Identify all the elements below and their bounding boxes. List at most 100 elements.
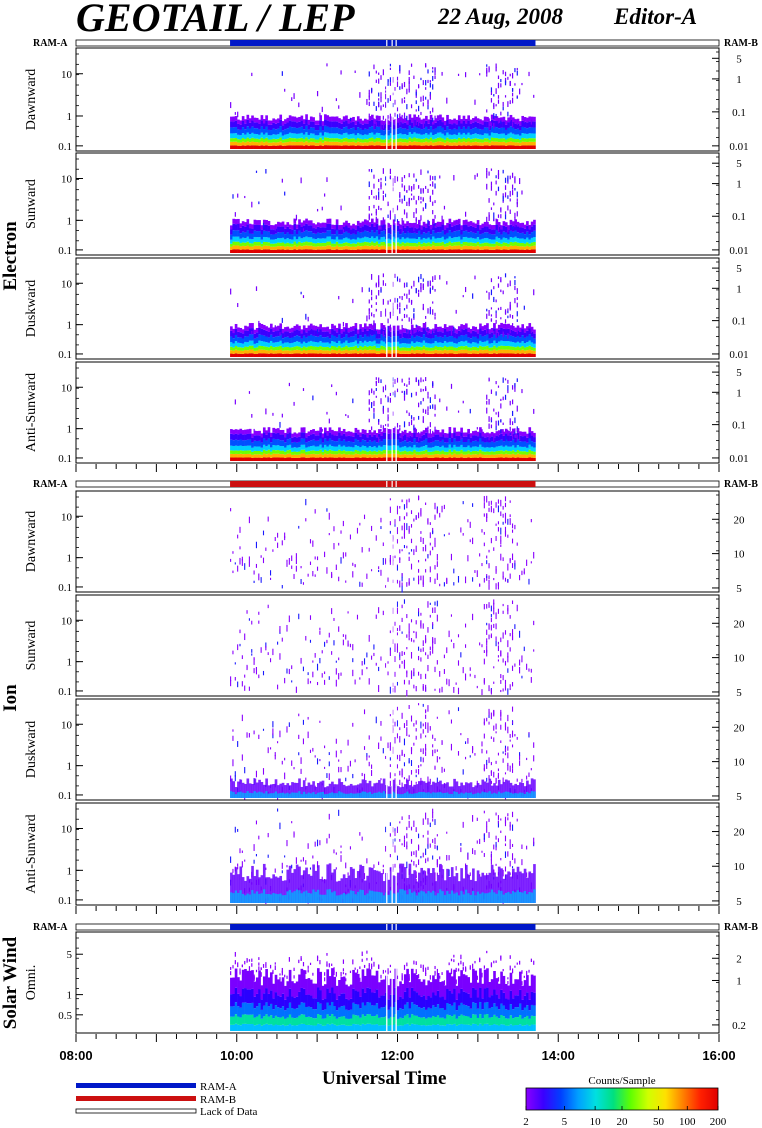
flux-band <box>396 450 400 454</box>
flux-point <box>410 415 413 419</box>
flux-band <box>481 451 485 455</box>
flux-band <box>309 145 313 149</box>
flux-band <box>502 242 506 246</box>
flux-band <box>439 336 442 343</box>
flux-point <box>371 388 373 394</box>
flux-band <box>455 347 459 351</box>
flux-band <box>232 343 236 348</box>
flux-point <box>509 304 511 310</box>
flux-point <box>450 329 453 336</box>
flux-band <box>387 227 391 234</box>
flux-band <box>232 454 236 458</box>
flux-band <box>326 245 330 250</box>
flux-band <box>251 334 254 341</box>
flux-band <box>291 234 294 240</box>
flux-band <box>335 141 339 146</box>
flux-band <box>406 245 409 250</box>
flux-band <box>509 249 513 253</box>
flux-band <box>335 241 339 246</box>
flux-band <box>309 450 313 455</box>
flux-band <box>279 226 283 233</box>
flux-band <box>244 142 247 146</box>
flux-band <box>530 457 534 461</box>
flux-point <box>514 83 516 86</box>
flux-band <box>347 347 351 351</box>
flux-band <box>293 436 297 442</box>
flux-band <box>462 237 466 243</box>
flux-band <box>260 345 264 350</box>
flux-band <box>396 439 400 446</box>
flux-band <box>378 457 381 461</box>
flux-point <box>420 188 422 193</box>
flux-band <box>291 350 294 354</box>
flux-band <box>373 440 377 447</box>
flux-band <box>401 451 405 455</box>
flux-band <box>277 145 280 149</box>
flux-point <box>258 201 260 205</box>
flux-band <box>523 347 527 351</box>
flux-band <box>361 135 365 140</box>
flux-point <box>241 556 243 561</box>
flux-band <box>504 341 508 347</box>
flux-band <box>260 437 264 443</box>
flux-band <box>509 241 513 246</box>
flux-band <box>493 442 496 448</box>
flux-band <box>277 118 280 123</box>
flux-band <box>488 125 492 131</box>
flux-band <box>509 237 513 242</box>
flux-band <box>335 343 339 348</box>
flux-band <box>246 114 250 120</box>
flux-band <box>464 123 468 129</box>
flux-band <box>481 124 485 130</box>
flux-band <box>361 245 365 250</box>
flux-band <box>392 449 395 454</box>
flux-band <box>448 236 452 242</box>
flux-band <box>286 138 290 143</box>
flux-band <box>382 145 386 149</box>
flux-band <box>472 232 475 239</box>
flux-point <box>401 177 403 183</box>
flux-band <box>530 127 534 134</box>
flux-point <box>514 276 516 279</box>
flux-band <box>244 429 247 435</box>
flux-band <box>439 249 442 253</box>
flux-point <box>385 90 387 93</box>
flux-band <box>312 145 315 149</box>
flux-band <box>345 126 348 133</box>
flux-point <box>486 183 488 190</box>
flux-band <box>295 133 299 139</box>
flux-band <box>533 329 536 334</box>
flux-band <box>413 332 416 338</box>
flux-band <box>295 442 299 448</box>
flux-band <box>340 246 344 250</box>
flux-band <box>380 328 384 335</box>
flux-band <box>366 225 369 232</box>
flux-band <box>326 350 330 354</box>
flux-band <box>406 432 409 438</box>
flux-band <box>483 353 487 357</box>
flux-band <box>401 347 405 351</box>
flux-point <box>490 318 493 322</box>
flux-band <box>345 454 348 458</box>
flux-band <box>333 145 337 149</box>
flux-band <box>305 145 308 149</box>
flux-band <box>418 122 421 129</box>
flux-band <box>483 457 487 461</box>
flux-band <box>269 323 273 329</box>
flux-point <box>375 220 377 225</box>
flux-band <box>237 342 240 348</box>
flux-band <box>511 117 515 123</box>
flux-band <box>277 246 280 250</box>
flux-band <box>509 457 513 461</box>
flux-band <box>481 457 485 461</box>
flux-band <box>495 353 499 357</box>
flux-band <box>446 137 449 142</box>
flux-band <box>286 134 290 139</box>
flux-band <box>481 243 485 247</box>
flux-band <box>483 221 487 227</box>
flux-band <box>382 341 386 347</box>
flux-band <box>286 246 290 250</box>
flux-band <box>269 234 273 240</box>
flux-point <box>302 295 305 299</box>
flux-band <box>295 138 299 143</box>
